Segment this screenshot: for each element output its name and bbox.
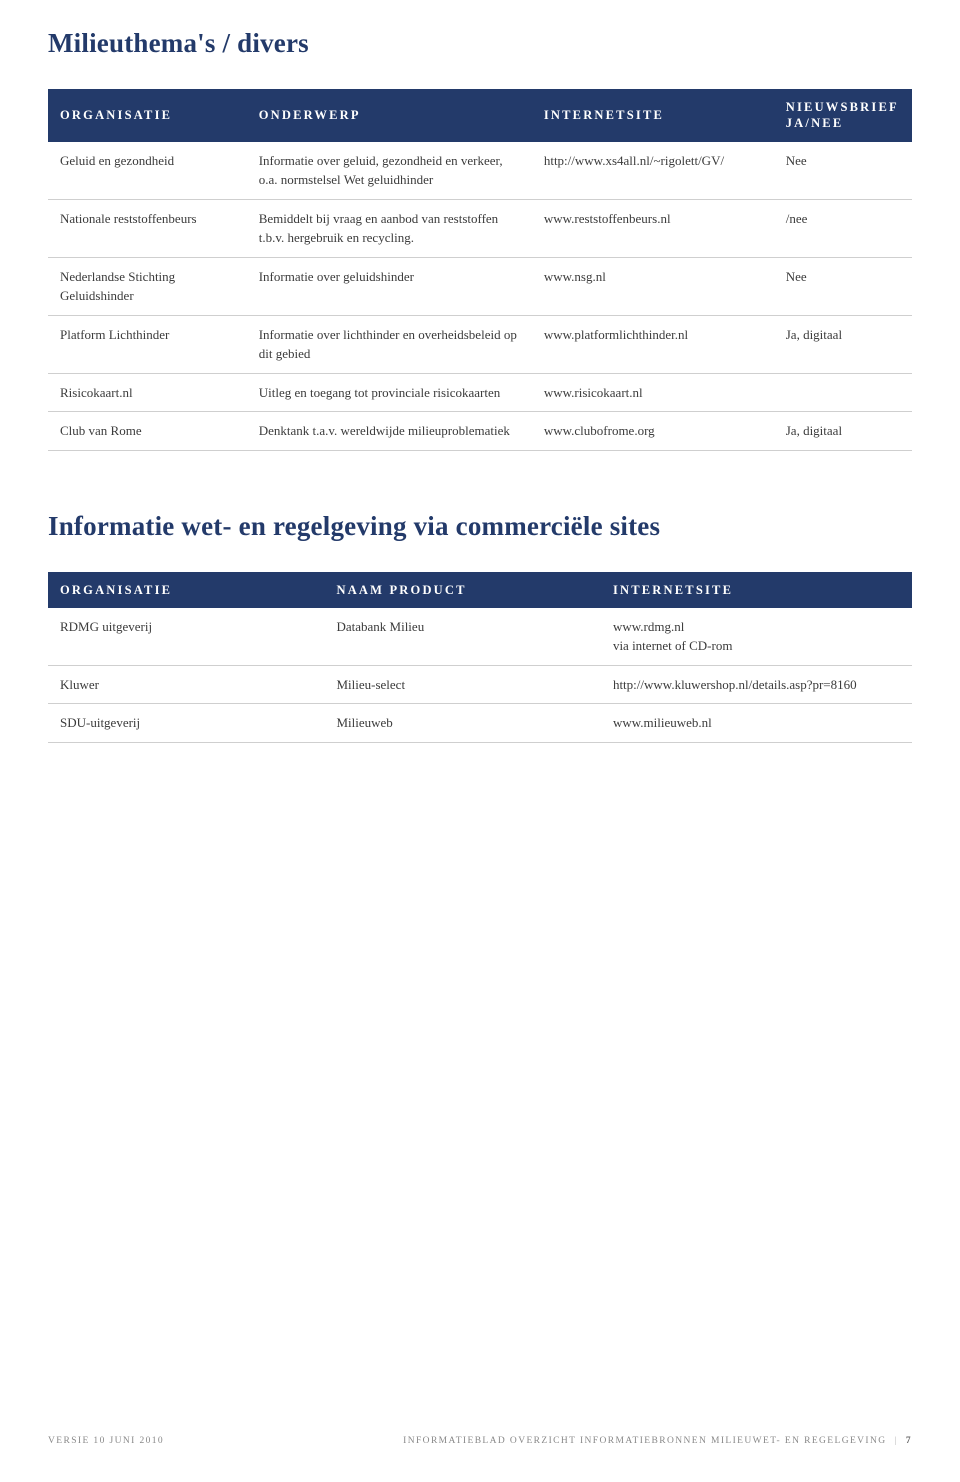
cell-org: Nederlandse Stichting Geluidshinder [48, 257, 247, 315]
col-header-product: NAAM PRODUCT [324, 572, 600, 608]
table-section1: ORGANISATIE ONDERWERP INTERNETSITE NIEUW… [48, 89, 912, 451]
table-section2: ORGANISATIE NAAM PRODUCT INTERNETSITE RD… [48, 572, 912, 743]
col-header-internetsite: INTERNETSITE [532, 89, 774, 142]
cell-nieuwsbrief: Ja, digitaal [774, 412, 912, 451]
cell-site: www.platformlichthinder.nl [532, 315, 774, 373]
footer-right-text: INFORMATIEBLAD OVERZICHT INFORMATIEBRONN… [403, 1436, 886, 1446]
cell-product: Milieuweb [324, 704, 600, 743]
cell-site: www.rdmg.nl via internet of CD-rom [601, 608, 912, 666]
section2-title: Informatie wet- en regelgeving via comme… [48, 511, 912, 542]
table-row: Platform Lichthinder Informatie over lic… [48, 315, 912, 373]
cell-org: Geluid en gezondheid [48, 142, 247, 200]
cell-site: http://www.kluwershop.nl/details.asp?pr=… [601, 665, 912, 704]
cell-site: www.nsg.nl [532, 257, 774, 315]
table-row: SDU-uitgeverij Milieuweb www.milieuweb.n… [48, 704, 912, 743]
table-row: Geluid en gezondheid Informatie over gel… [48, 142, 912, 200]
section1-title: Milieuthema's / divers [48, 28, 912, 59]
cell-org: Risicokaart.nl [48, 373, 247, 412]
cell-site: www.reststoffenbeurs.nl [532, 199, 774, 257]
cell-site: www.milieuweb.nl [601, 704, 912, 743]
table-row: Nederlandse Stichting Geluidshinder Info… [48, 257, 912, 315]
cell-product: Databank Milieu [324, 608, 600, 666]
cell-product: Milieu-select [324, 665, 600, 704]
col-header-organisatie: ORGANISATIE [48, 89, 247, 142]
table-row: Risicokaart.nl Uitleg en toegang tot pro… [48, 373, 912, 412]
cell-onderwerp: Informatie over lichthinder en overheids… [247, 315, 532, 373]
cell-onderwerp: Bemiddelt bij vraag en aanbod van restst… [247, 199, 532, 257]
table-row: Kluwer Milieu-select http://www.kluwersh… [48, 665, 912, 704]
table-row: Club van Rome Denktank t.a.v. wereldwijd… [48, 412, 912, 451]
cell-onderwerp: Informatie over geluidshinder [247, 257, 532, 315]
cell-org: Club van Rome [48, 412, 247, 451]
cell-onderwerp: Informatie over geluid, gezondheid en ve… [247, 142, 532, 200]
cell-org: RDMG uitgeverij [48, 608, 324, 666]
cell-nieuwsbrief: Nee [774, 257, 912, 315]
cell-nieuwsbrief: Nee [774, 142, 912, 200]
cell-onderwerp: Uitleg en toegang tot provinciale risico… [247, 373, 532, 412]
cell-nieuwsbrief [774, 373, 912, 412]
cell-org: Platform Lichthinder [48, 315, 247, 373]
cell-site: www.risicokaart.nl [532, 373, 774, 412]
col-header-internetsite: INTERNETSITE [601, 572, 912, 608]
page-footer: VERSIE 10 JUNI 2010 INFORMATIEBLAD OVERZ… [48, 1436, 912, 1446]
table-row: Nationale reststoffenbeurs Bemiddelt bij… [48, 199, 912, 257]
footer-left: VERSIE 10 JUNI 2010 [48, 1436, 164, 1446]
table-row: RDMG uitgeverij Databank Milieu www.rdmg… [48, 608, 912, 666]
cell-nieuwsbrief: Ja, digitaal [774, 315, 912, 373]
cell-onderwerp: Denktank t.a.v. wereldwijde milieuproble… [247, 412, 532, 451]
cell-org: Kluwer [48, 665, 324, 704]
cell-site: http://www.xs4all.nl/~rigolett/GV/ [532, 142, 774, 200]
cell-site: www.clubofrome.org [532, 412, 774, 451]
footer-page-number: 7 [906, 1436, 912, 1446]
col-header-onderwerp: ONDERWERP [247, 89, 532, 142]
cell-org: SDU-uitgeverij [48, 704, 324, 743]
col-header-organisatie: ORGANISATIE [48, 572, 324, 608]
footer-separator: | [895, 1436, 898, 1446]
footer-right: INFORMATIEBLAD OVERZICHT INFORMATIEBRONN… [403, 1436, 912, 1446]
col-header-nieuwsbrief: NIEUWSBRIEF JA/NEE [774, 89, 912, 142]
cell-org: Nationale reststoffenbeurs [48, 199, 247, 257]
cell-nieuwsbrief: /nee [774, 199, 912, 257]
